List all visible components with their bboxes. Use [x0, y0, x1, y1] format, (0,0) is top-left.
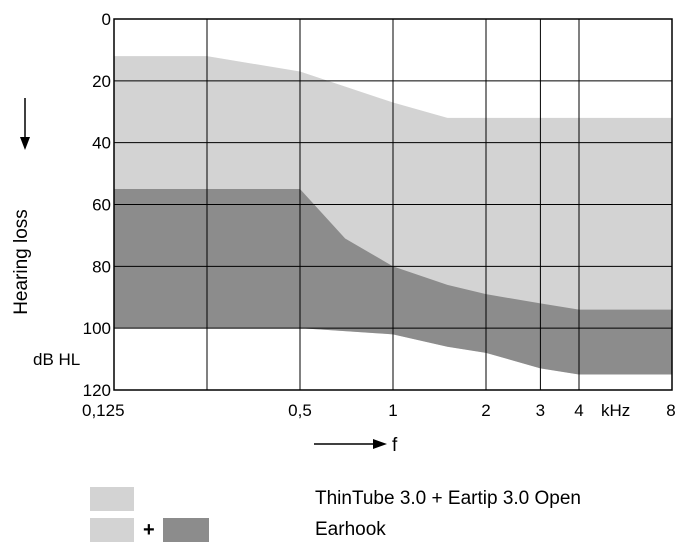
x-tick-label-0: 0,125 — [82, 401, 125, 420]
legend-label-thintube: ThinTube 3.0 + Eartip 3.0 Open — [315, 488, 581, 509]
y-tick-label-60: 60 — [92, 196, 111, 215]
legend-plus-sign: + — [143, 519, 155, 541]
legend-swatch-earhook-light — [90, 518, 134, 542]
x-unit-label: kHz — [601, 401, 630, 420]
x-tick-label-6: 4 — [574, 401, 583, 420]
y-tick-label-100: 100 — [83, 319, 111, 338]
y-tick-label-20: 20 — [92, 72, 111, 91]
x-tick-label-4: 2 — [481, 401, 490, 420]
x-tick-label-5: 3 — [536, 401, 545, 420]
y-tick-labels: 0 20 40 60 80 100 120 — [83, 10, 111, 400]
legend-label-earhook: Earhook — [315, 519, 386, 540]
x-tick-label-3: 1 — [388, 401, 397, 420]
legend-swatch-earhook-dark — [163, 518, 209, 542]
x-tick-label-2: 0,5 — [288, 401, 312, 420]
y-unit-label: dB HL — [33, 350, 80, 369]
y-tick-label-40: 40 — [92, 134, 111, 153]
x-axis-label: f — [392, 435, 398, 456]
y-tick-label-0: 0 — [102, 10, 111, 29]
x-tick-labels: 0,125 0,5 1 2 3 4 8 — [82, 401, 676, 420]
x-tick-label-7: 8 — [666, 401, 675, 420]
y-tick-label-80: 80 — [92, 257, 111, 276]
y-tick-label-120: 120 — [83, 381, 111, 400]
y-axis-label: Hearing loss — [11, 209, 32, 315]
x-axis-arrow — [314, 439, 387, 449]
plot-frame — [113, 18, 673, 391]
y-axis-arrow — [20, 98, 30, 150]
legend-swatch-thintube — [90, 487, 134, 511]
